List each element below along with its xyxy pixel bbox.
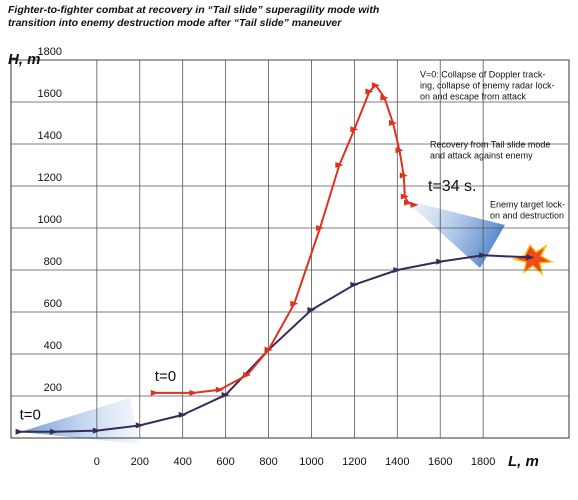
annotation: V=0: Collapse of Doppler track- (420, 69, 545, 79)
start-label: t=0 (155, 368, 176, 385)
aircraft-mark (49, 428, 58, 435)
y-tick-label: 1200 (38, 172, 62, 184)
y-tick-label: 1000 (38, 214, 62, 226)
aircraft-mark (15, 428, 24, 435)
aircraft-mark (380, 94, 389, 101)
annotation: ing, collapse of enemy radar lock- (420, 80, 555, 90)
aircraft-mark (150, 389, 159, 396)
aircraft-mark (479, 252, 488, 259)
aircraft-mark (399, 172, 408, 179)
aircraft-mark (264, 346, 273, 353)
x-tick-label: 1600 (428, 456, 452, 468)
y-tick-label: 400 (44, 340, 62, 352)
aircraft-mark (189, 389, 198, 396)
chart-title: Fighter-to-fighter combat at recovery in… (8, 4, 380, 29)
x-tick-label: 1400 (385, 456, 409, 468)
y-tick-label: 800 (44, 256, 62, 268)
aircraft-mark (350, 126, 359, 133)
annotation: Recovery from Tail slide mode (430, 139, 550, 149)
aircraft-mark (316, 225, 325, 231)
annotation: t=34 s. (428, 178, 476, 195)
x-axis-label: L, m (508, 453, 539, 470)
aircraft-mark (215, 386, 224, 393)
x-tick-label: 1200 (342, 456, 366, 468)
aircraft-mark (135, 422, 144, 429)
annotation: and attack against enemy (430, 150, 533, 160)
aircraft-mark (335, 162, 344, 168)
aircraft-mark (526, 254, 535, 261)
aircraft-mark (178, 411, 187, 418)
aircraft-mark (365, 88, 374, 95)
explosion (511, 243, 555, 277)
series-line (154, 84, 415, 394)
y-tick-label: 1400 (38, 130, 62, 142)
x-tick-label: 800 (259, 456, 277, 468)
y-tick-label: 1600 (38, 88, 62, 100)
aircraft-mark (410, 201, 419, 208)
aircraft-mark (400, 193, 409, 200)
aircraft-mark (243, 372, 252, 378)
aircraft-mark (393, 267, 402, 273)
aircraft-mark (307, 306, 316, 313)
x-tick-label: 1000 (299, 456, 323, 468)
x-tick-label: 200 (131, 456, 149, 468)
radar-cone (405, 200, 505, 268)
y-axis-label: H, m (8, 51, 41, 68)
annotation: Enemy target lock- (490, 199, 565, 209)
x-tick-label: 600 (216, 456, 234, 468)
aircraft-mark (92, 427, 101, 434)
aircraft-mark (404, 199, 413, 206)
series-line (19, 254, 531, 433)
aircraft-mark (436, 258, 445, 265)
aircraft-mark (290, 300, 299, 307)
annotation: on and escape from attack (420, 91, 527, 101)
aircraft-mark (350, 281, 359, 288)
aircraft-mark (371, 82, 380, 89)
y-tick-label: 200 (44, 382, 62, 394)
x-tick-label: 1800 (471, 456, 495, 468)
x-tick-label: 0 (94, 456, 100, 468)
aircraft-mark (221, 391, 230, 398)
y-tick-label: 600 (44, 298, 62, 310)
aircraft-mark (389, 120, 398, 126)
annotation: on and destruction (490, 210, 564, 220)
aircraft-mark (395, 147, 404, 154)
x-tick-label: 400 (174, 456, 192, 468)
start-label: t=0 (20, 407, 41, 424)
y-tick-label: 1800 (38, 46, 62, 58)
